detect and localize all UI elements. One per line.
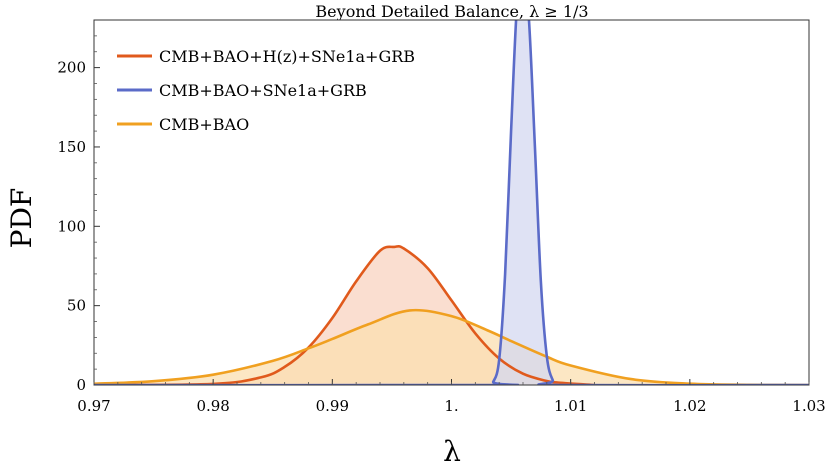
y-axis-ticks: 0 50 100 150 200 <box>57 35 100 394</box>
y-tick-label: 150 <box>57 138 86 156</box>
y-tick-label: 0 <box>76 376 86 394</box>
x-tick-label: 1.01 <box>554 397 587 415</box>
legend: CMB+BAO+H(z)+SNe1a+GRB CMB+BAO+SNe1a+GRB C… <box>117 47 415 134</box>
x-tick-label: 0.97 <box>77 397 110 415</box>
legend-label-3: CMB+BAO <box>159 115 249 134</box>
x-tick-label: 1.03 <box>792 397 825 415</box>
series-line-3 <box>94 308 809 385</box>
series-fills <box>94 20 809 385</box>
series-area-3 <box>94 310 809 385</box>
x-tick-label: 0.99 <box>316 397 349 415</box>
y-tick-label: 200 <box>57 59 86 77</box>
y-axis-label: PDF <box>5 188 38 249</box>
chart-title: Beyond Detailed Balance, λ ≥ 1/3 <box>315 2 588 21</box>
x-axis-ticks: 0.97 0.98 0.99 1. 1.01 1.02 1.03 <box>77 379 826 415</box>
y-tick-label: 50 <box>67 297 86 315</box>
x-tick-label: 1.02 <box>673 397 706 415</box>
y-tick-label: 100 <box>57 217 86 235</box>
series-line-1 <box>94 244 595 385</box>
series-line-2 <box>94 20 809 385</box>
x-axis-label: λ <box>443 435 461 468</box>
x-tick-label: 0.98 <box>196 397 229 415</box>
series-lines <box>94 20 809 385</box>
x-tick-label: 1. <box>444 397 458 415</box>
legend-label-1: CMB+BAO+H(z)+SNe1a+GRB <box>159 47 415 66</box>
legend-label-2: CMB+BAO+SNe1a+GRB <box>159 81 367 100</box>
